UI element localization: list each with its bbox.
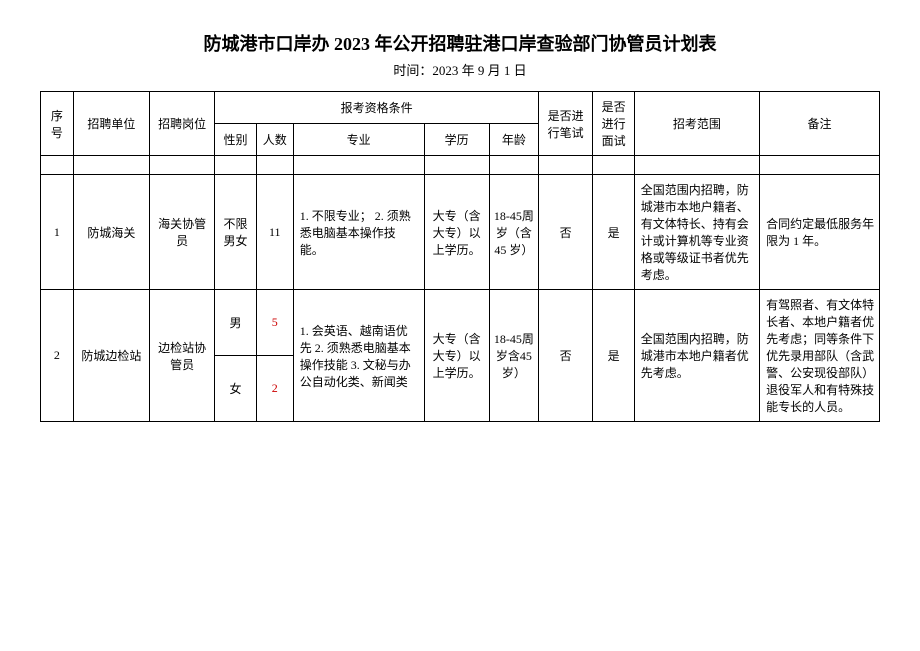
cell-major: 1. 会英语、越南语优先 2. 须熟悉电脑基本操作技能 3. 文秘与办公自动化类… — [293, 290, 424, 422]
cell-sex: 女 — [215, 356, 256, 422]
cell-written: 否 — [538, 290, 592, 422]
cell-unit: 防城海关 — [73, 175, 149, 290]
table-row: 2 防城边检站 边检站协管员 男 5 1. 会英语、越南语优先 2. 须熟悉电脑… — [41, 290, 880, 356]
cell-major: 1. 不限专业； 2. 须熟悉电脑基本操作技能。 — [293, 175, 424, 290]
header-row-1: 序号 招聘单位 招聘岗位 报考资格条件 是否进行笔试 是否进行面试 招考范围 备… — [41, 92, 880, 124]
document-title: 防城港市口岸办 2023 年公开招聘驻港口岸查验部门协管员计划表 — [40, 30, 880, 56]
cell-written: 否 — [538, 175, 592, 290]
cell-unit: 防城边检站 — [73, 290, 149, 422]
recruitment-table: 序号 招聘单位 招聘岗位 报考资格条件 是否进行笔试 是否进行面试 招考范围 备… — [40, 91, 880, 422]
col-sex: 性别 — [215, 124, 256, 156]
col-scope: 招考范围 — [634, 92, 759, 156]
document-date: 时间：2023 年 9 月 1 日 — [40, 60, 880, 79]
col-seq: 序号 — [41, 92, 74, 156]
col-age: 年龄 — [489, 124, 538, 156]
col-post: 招聘岗位 — [149, 92, 214, 156]
cell-num: 5 — [256, 290, 293, 356]
cell-seq: 1 — [41, 175, 74, 290]
cell-sex: 不限男女 — [215, 175, 256, 290]
cell-scope: 全国范围内招聘，防城港市本地户籍者优先考虑。 — [634, 290, 759, 422]
col-qual-group: 报考资格条件 — [215, 92, 539, 124]
cell-scope: 全国范围内招聘，防城港市本地户籍者、有文体特长、持有会计或计算机等专业资格或等级… — [634, 175, 759, 290]
cell-interview: 是 — [593, 175, 634, 290]
cell-note: 有驾照者、有文体特长者、本地户籍者优先考虑；同等条件下优先录用部队（含武警、公安… — [760, 290, 880, 422]
col-major: 专业 — [293, 124, 424, 156]
cell-interview: 是 — [593, 290, 634, 422]
cell-edu: 大专（含大专）以上学历。 — [424, 290, 489, 422]
cell-age: 18-45周岁（含45 岁） — [489, 175, 538, 290]
col-num: 人数 — [256, 124, 293, 156]
cell-seq: 2 — [41, 290, 74, 422]
cell-sex: 男 — [215, 290, 256, 356]
cell-age: 18-45周岁含45 岁） — [489, 290, 538, 422]
cell-note: 合同约定最低服务年限为 1 年。 — [760, 175, 880, 290]
spacer-row — [41, 156, 880, 175]
col-edu: 学历 — [424, 124, 489, 156]
table-row: 1 防城海关 海关协管员 不限男女 11 1. 不限专业； 2. 须熟悉电脑基本… — [41, 175, 880, 290]
col-unit: 招聘单位 — [73, 92, 149, 156]
cell-edu: 大专（含大专）以上学历。 — [424, 175, 489, 290]
cell-post: 边检站协管员 — [149, 290, 214, 422]
cell-num: 2 — [256, 356, 293, 422]
cell-num: 11 — [256, 175, 293, 290]
cell-post: 海关协管员 — [149, 175, 214, 290]
col-written: 是否进行笔试 — [538, 92, 592, 156]
col-interview: 是否进行面试 — [593, 92, 634, 156]
col-note: 备注 — [760, 92, 880, 156]
